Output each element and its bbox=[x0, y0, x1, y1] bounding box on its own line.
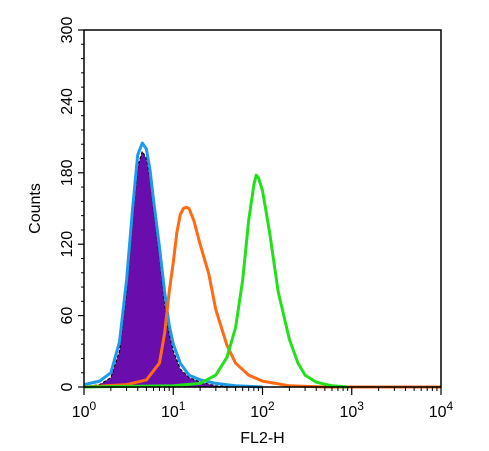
x-tick-label: 102 bbox=[250, 399, 275, 421]
y-tick-label: 120 bbox=[59, 231, 76, 258]
y-axis-label: Counts bbox=[27, 183, 44, 234]
x-axis-label: FL2-H bbox=[240, 430, 284, 447]
x-tick-label: 101 bbox=[161, 399, 186, 421]
x-tick-label: 103 bbox=[340, 399, 365, 421]
y-tick-label: 0 bbox=[59, 382, 76, 391]
x-tick-label: 104 bbox=[429, 399, 454, 421]
series-2-histogram-line bbox=[83, 205, 441, 389]
series-layer bbox=[83, 141, 441, 389]
y-tick-label: 60 bbox=[59, 307, 76, 325]
series-3-histogram-line bbox=[83, 173, 348, 389]
x-tick-label: 100 bbox=[72, 399, 97, 421]
ticks-layer: 0 60 120 180 240 300 100 101 102 103 104 bbox=[59, 17, 454, 421]
series-1-histogram-line bbox=[83, 141, 263, 389]
series-0-filled-histogram bbox=[83, 149, 236, 388]
y-tick-label: 180 bbox=[59, 159, 76, 186]
y-tick-label: 240 bbox=[59, 88, 76, 115]
y-tick-label: 300 bbox=[59, 17, 76, 44]
